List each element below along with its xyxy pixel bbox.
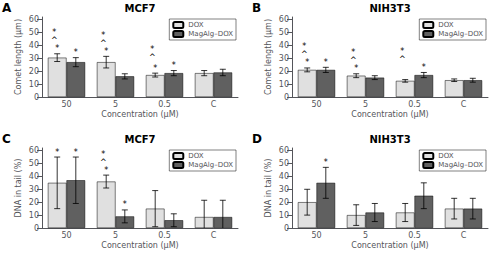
svg-text:C: C — [461, 231, 467, 240]
svg-text:50: 50 — [29, 159, 39, 168]
svg-text:NIH3T3: NIH3T3 — [369, 134, 410, 145]
svg-text:Comet length (μm): Comet length (μm) — [264, 19, 273, 95]
svg-text:^: ^ — [301, 50, 308, 59]
svg-text:40: 40 — [29, 41, 39, 50]
svg-text:C: C — [2, 132, 11, 146]
svg-text:50: 50 — [61, 100, 71, 109]
svg-text:MagAlg–DOX: MagAlg–DOX — [438, 161, 483, 169]
svg-text:Comet length (μm): Comet length (μm) — [14, 19, 23, 95]
svg-text:^: ^ — [149, 53, 156, 62]
svg-text:20: 20 — [279, 198, 289, 207]
svg-text:50: 50 — [61, 231, 71, 240]
svg-text:MCF7: MCF7 — [124, 134, 155, 145]
svg-text:MCF7: MCF7 — [124, 3, 155, 14]
svg-text:10: 10 — [279, 80, 289, 89]
svg-text:50: 50 — [311, 100, 321, 109]
svg-text:MagAlg–DOX: MagAlg–DOX — [188, 30, 233, 38]
svg-text:^: ^ — [350, 56, 357, 65]
svg-text:D: D — [252, 132, 262, 146]
svg-text:5: 5 — [113, 100, 118, 109]
svg-text:A: A — [2, 1, 12, 15]
svg-text:MagAlg–DOX: MagAlg–DOX — [188, 161, 233, 169]
svg-text:20: 20 — [29, 67, 39, 76]
svg-text:C: C — [211, 231, 217, 240]
svg-text:^: ^ — [100, 39, 107, 48]
svg-text:^: ^ — [399, 55, 406, 64]
svg-text:*: * — [172, 61, 176, 70]
svg-text:NIH3T3: NIH3T3 — [369, 3, 410, 14]
svg-text:Concentration (μM): Concentration (μM) — [101, 241, 178, 250]
svg-text:DNA in tail (%): DNA in tail (%) — [264, 159, 273, 218]
svg-text:DOX: DOX — [188, 21, 203, 29]
svg-text:^: ^ — [100, 158, 107, 167]
svg-text:*: * — [74, 48, 78, 57]
svg-text:40: 40 — [29, 172, 39, 181]
svg-text:60: 60 — [279, 15, 289, 24]
svg-text:60: 60 — [29, 15, 39, 24]
svg-text:5: 5 — [363, 100, 368, 109]
svg-text:*: * — [324, 58, 328, 67]
svg-text:0: 0 — [34, 93, 39, 102]
svg-text:*: * — [74, 148, 78, 157]
svg-text:*: * — [55, 148, 59, 157]
svg-text:20: 20 — [279, 67, 289, 76]
svg-text:*: * — [123, 200, 127, 209]
svg-text:50: 50 — [279, 28, 289, 37]
svg-text:*: * — [422, 63, 426, 72]
svg-text:Concentration (μM): Concentration (μM) — [101, 110, 178, 119]
svg-text:30: 30 — [29, 185, 39, 194]
svg-text:50: 50 — [279, 159, 289, 168]
svg-text:60: 60 — [29, 146, 39, 155]
svg-text:DOX: DOX — [438, 152, 453, 160]
svg-text:C: C — [211, 100, 217, 109]
svg-text:40: 40 — [279, 172, 289, 181]
svg-text:DNA in tail (%): DNA in tail (%) — [14, 159, 23, 218]
svg-text:*: * — [305, 58, 309, 67]
svg-text:0.5: 0.5 — [408, 100, 421, 109]
svg-text:*: * — [104, 166, 108, 175]
svg-text:50: 50 — [311, 231, 321, 240]
svg-text:30: 30 — [279, 185, 289, 194]
svg-text:0: 0 — [284, 93, 289, 102]
svg-text:C: C — [461, 100, 467, 109]
svg-text:40: 40 — [279, 41, 289, 50]
svg-text:*: * — [104, 47, 108, 56]
svg-text:DOX: DOX — [188, 152, 203, 160]
svg-text:Concentration (μM): Concentration (μM) — [351, 110, 428, 119]
svg-text:10: 10 — [29, 211, 39, 220]
svg-text:0: 0 — [284, 224, 289, 233]
svg-text:10: 10 — [29, 80, 39, 89]
svg-text:*: * — [354, 64, 358, 73]
svg-text:5: 5 — [363, 231, 368, 240]
svg-text:MagAlg–DOX: MagAlg–DOX — [438, 30, 483, 38]
svg-text:Concentration (μM): Concentration (μM) — [351, 241, 428, 250]
svg-text:20: 20 — [29, 198, 39, 207]
svg-text:60: 60 — [279, 146, 289, 155]
svg-text:*: * — [324, 158, 328, 167]
svg-text:*: * — [153, 64, 157, 73]
svg-text:0.5: 0.5 — [408, 231, 421, 240]
svg-text:30: 30 — [279, 54, 289, 63]
svg-text:0: 0 — [34, 224, 39, 233]
svg-text:10: 10 — [279, 211, 289, 220]
svg-text:5: 5 — [113, 231, 118, 240]
svg-text:0.5: 0.5 — [158, 231, 171, 240]
svg-text:^: ^ — [51, 36, 58, 45]
svg-text:*: * — [55, 44, 59, 53]
svg-text:30: 30 — [29, 54, 39, 63]
svg-text:0.5: 0.5 — [158, 100, 171, 109]
svg-text:B: B — [252, 1, 261, 15]
svg-text:50: 50 — [29, 28, 39, 37]
svg-text:DOX: DOX — [438, 21, 453, 29]
